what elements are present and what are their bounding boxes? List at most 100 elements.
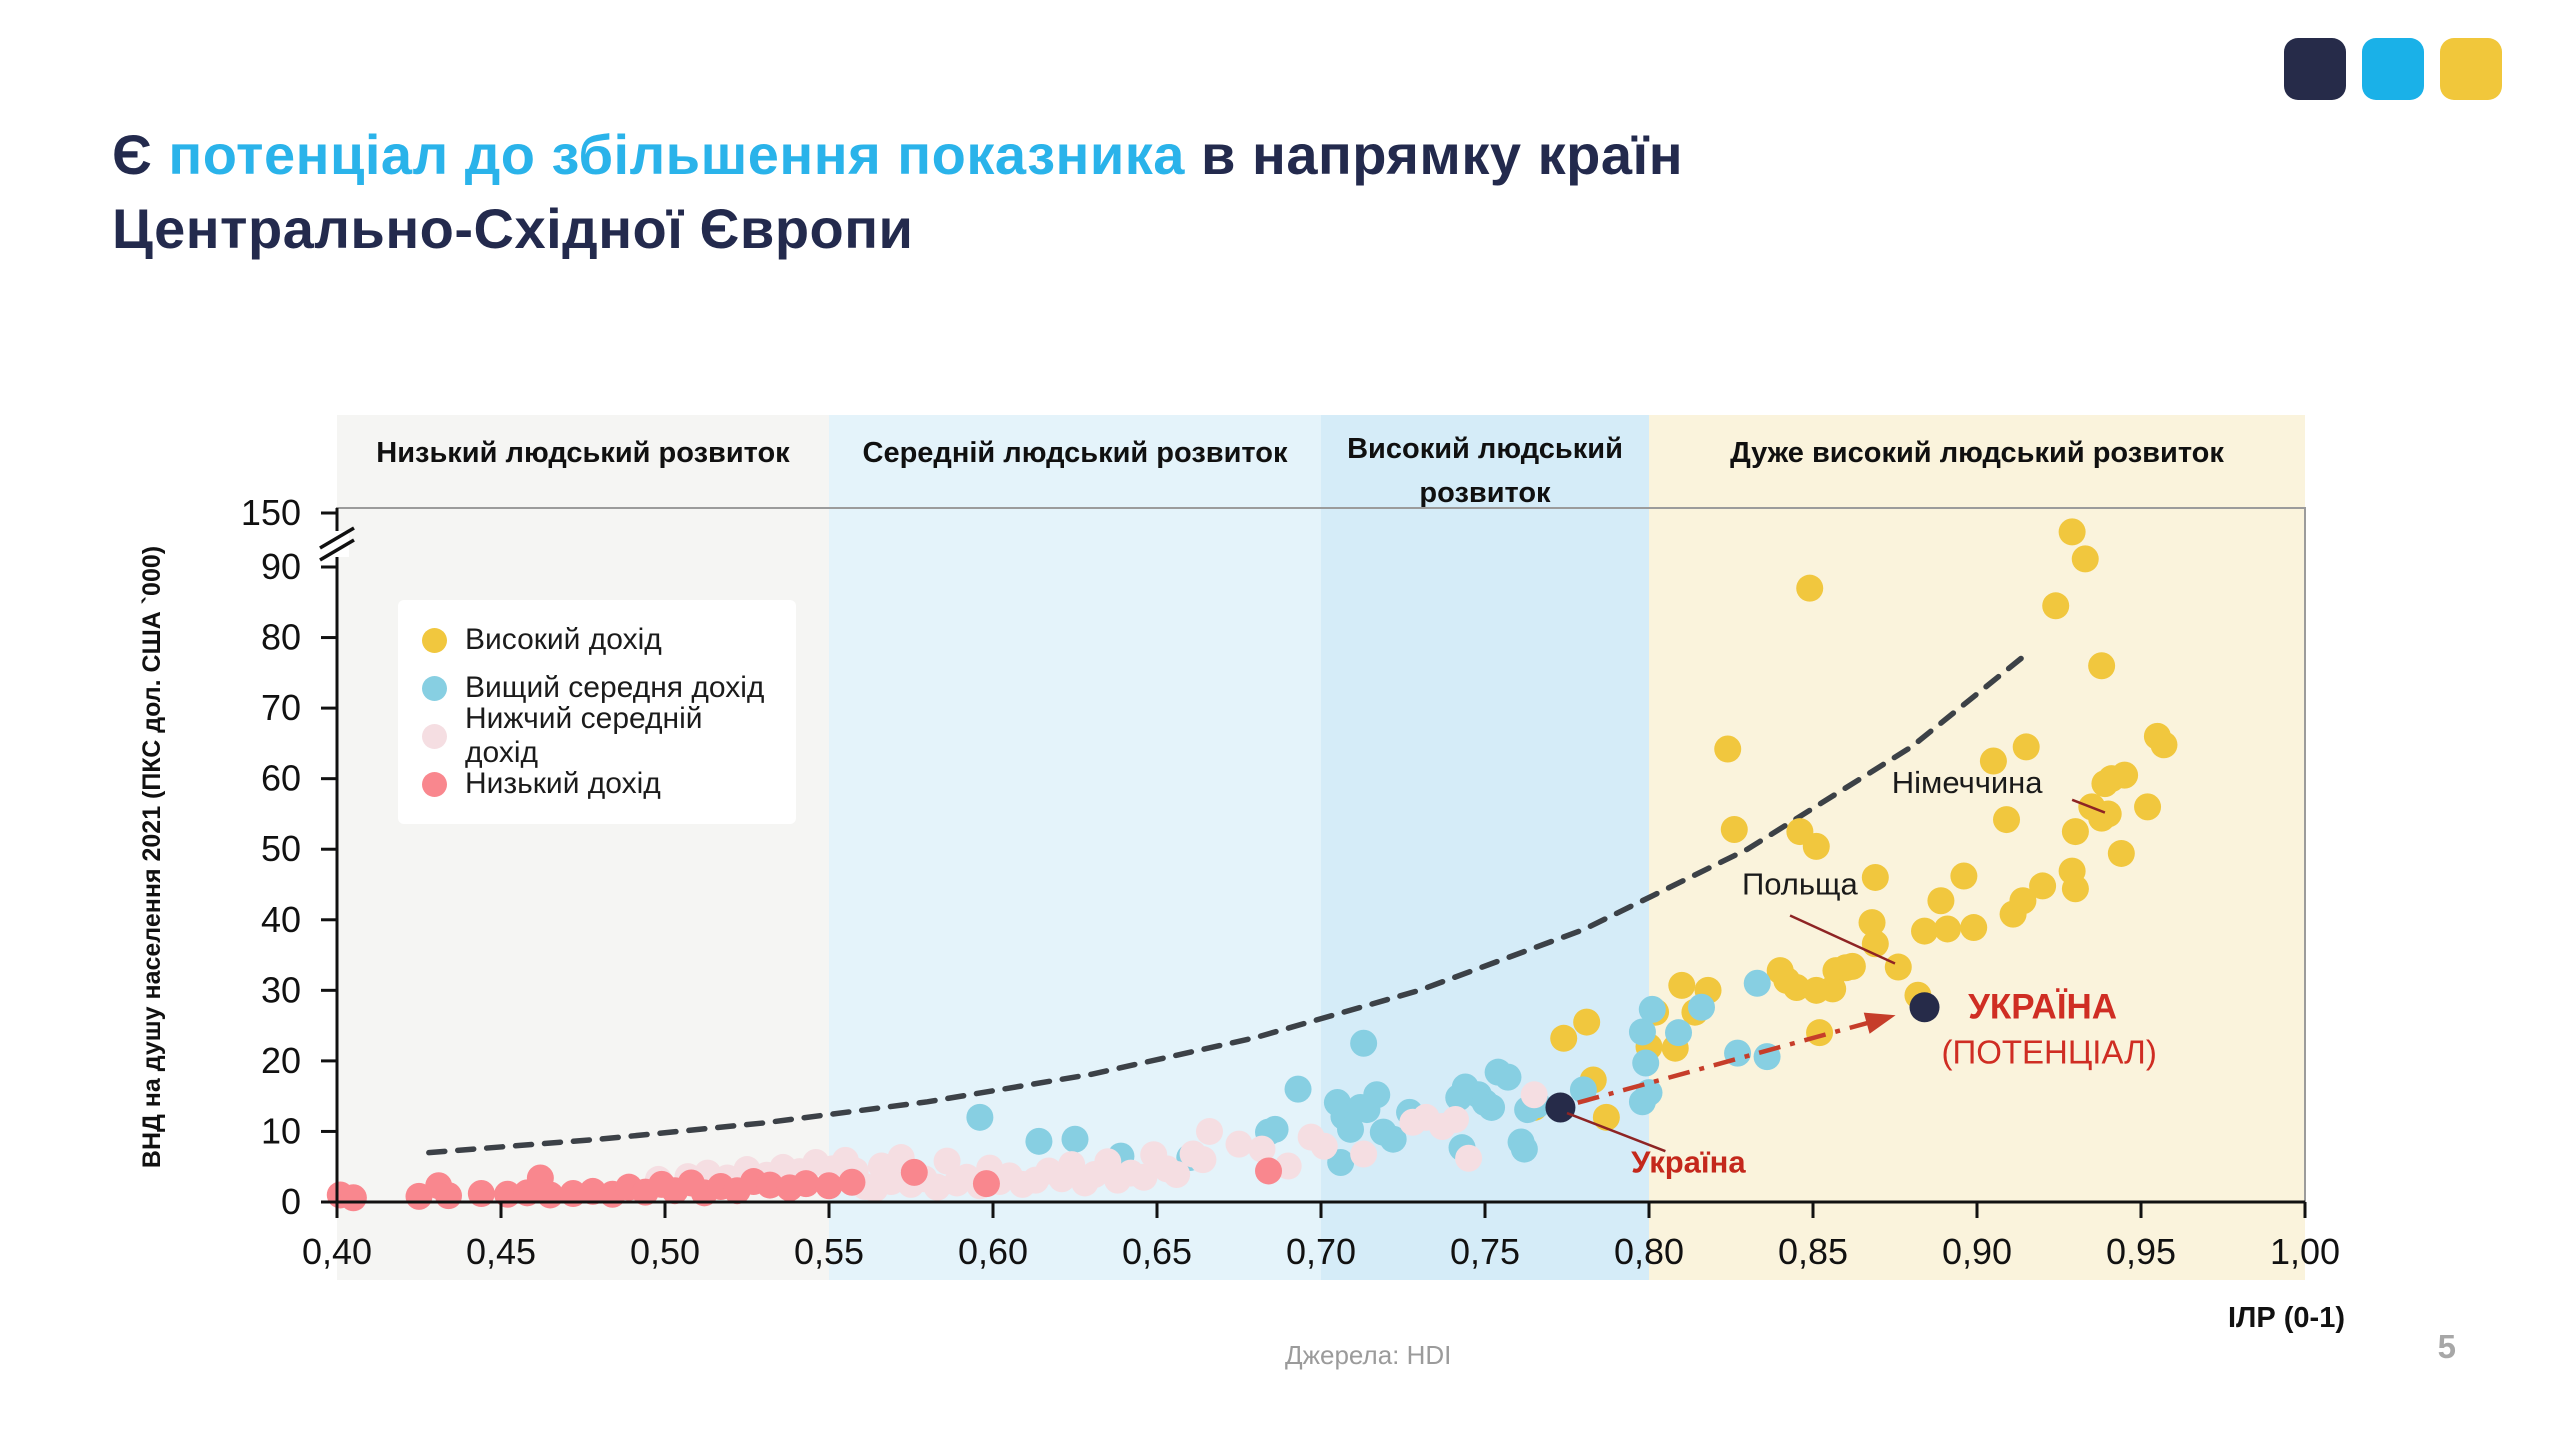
data-point xyxy=(579,1177,607,1205)
data-point xyxy=(1628,1018,1656,1046)
data-point xyxy=(1455,1144,1483,1172)
legend-dot-icon xyxy=(422,723,447,749)
data-point xyxy=(467,1180,495,1208)
y-tick-label: 70 xyxy=(261,687,301,728)
title-segment: в напрямку країн xyxy=(1184,123,1684,186)
data-point xyxy=(2094,800,2122,828)
data-point xyxy=(1714,735,1742,763)
data-point xyxy=(2107,839,2135,867)
zone-label: розвиток xyxy=(1419,477,1551,509)
x-tick-label: 0,75 xyxy=(1450,1231,1520,1272)
legend-item: Вищий середня дохід xyxy=(422,664,772,712)
data-point xyxy=(1363,1081,1391,1109)
data-point xyxy=(2134,793,2162,821)
source-note: Джерела: HDI xyxy=(1285,1340,1452,1370)
data-point xyxy=(972,1170,1000,1198)
trend-dashed-line xyxy=(426,648,2033,1156)
axis-break-icon xyxy=(319,526,355,550)
title-segment: Є xyxy=(112,123,169,186)
x-tick-label: 0,45 xyxy=(466,1231,536,1272)
data-point xyxy=(1350,1029,1378,1057)
data-point xyxy=(1635,1079,1663,1107)
data-point xyxy=(1350,1140,1378,1168)
data-point xyxy=(2071,545,2099,573)
annotation-label: Німеччина xyxy=(1892,765,2044,800)
data-point xyxy=(756,1171,784,1199)
data-point xyxy=(1061,1125,1089,1153)
x-tick-label: 0,50 xyxy=(630,1231,700,1272)
data-point xyxy=(1310,1132,1338,1160)
ukraine-potential-point xyxy=(1909,992,1940,1023)
zone-label: Низький людський розвиток xyxy=(376,437,790,469)
zone-band xyxy=(337,415,829,1280)
y-tick-label: 30 xyxy=(261,969,301,1010)
x-tick-label: 0,60 xyxy=(958,1231,1028,1272)
zone-label: Середній людський розвиток xyxy=(863,437,1288,469)
data-point xyxy=(1248,1135,1276,1163)
data-point xyxy=(1163,1160,1191,1188)
legend-item: Високий дохід xyxy=(422,616,772,664)
data-point xyxy=(1189,1146,1217,1174)
brand-square-navy xyxy=(2284,38,2346,100)
x-tick-label: 0,40 xyxy=(302,1231,372,1272)
legend-dot-icon xyxy=(422,675,447,701)
brand-square-yellow xyxy=(2440,38,2502,100)
data-point xyxy=(536,1181,564,1209)
data-point xyxy=(2061,818,2089,846)
y-tick-label: 0 xyxy=(281,1181,301,1222)
data-point xyxy=(1632,1049,1660,1077)
data-point xyxy=(2012,733,2040,761)
data-point xyxy=(1379,1125,1407,1153)
data-point xyxy=(1261,1115,1289,1143)
data-point xyxy=(2111,761,2139,789)
brand-square-blue xyxy=(2362,38,2424,100)
x-tick-label: 0,90 xyxy=(1942,1231,2012,1272)
data-point xyxy=(1225,1130,1253,1158)
data-point xyxy=(2088,652,2116,680)
data-point xyxy=(966,1103,994,1131)
data-point xyxy=(1195,1117,1223,1145)
page-title-line1: Є потенціал до збільшення показника в на… xyxy=(112,118,2452,192)
x-axis-title: ІЛР (0-1) xyxy=(2228,1302,2345,1334)
data-point xyxy=(1550,1024,1578,1052)
x-tick-label: 0,55 xyxy=(794,1231,864,1272)
zone-label: Високий людський xyxy=(1347,433,1623,465)
data-point xyxy=(1927,887,1955,915)
legend-label: Вищий середня дохід xyxy=(465,671,765,704)
data-point xyxy=(1806,1019,1834,1047)
data-point xyxy=(2042,592,2070,620)
data-point xyxy=(1743,969,1771,997)
data-point xyxy=(1687,993,1715,1021)
y-tick-label: 20 xyxy=(261,1040,301,1081)
ukraine-point xyxy=(1545,1092,1576,1123)
annotation-line xyxy=(1789,914,1896,965)
x-tick-label: 0,85 xyxy=(1778,1231,1848,1272)
x-tick-label: 0,70 xyxy=(1286,1231,1356,1272)
data-point xyxy=(1255,1157,1283,1185)
data-point xyxy=(339,1184,367,1212)
data-point xyxy=(1668,971,1696,999)
ukraine-callout-line xyxy=(1566,1111,1666,1153)
y-tick-label: 40 xyxy=(261,899,301,940)
data-point xyxy=(1783,974,1811,1002)
legend-dot-icon xyxy=(422,771,447,797)
y-axis-title: ВНД на душу населення 2021 (ПКС дол. США… xyxy=(138,546,166,1168)
legend-label: Високий дохід xyxy=(465,623,662,656)
data-point xyxy=(559,1180,587,1208)
potential-arrowhead xyxy=(1863,1012,1896,1034)
x-tick-label: 1,00 xyxy=(2270,1231,2340,1272)
title-segment: потенціал до збільшення показника xyxy=(168,123,1185,186)
zone-band xyxy=(1649,415,2305,1280)
y-tick-label: 50 xyxy=(261,828,301,869)
data-point xyxy=(1838,952,1866,980)
brand-logo xyxy=(2284,38,2502,100)
data-point xyxy=(1478,1093,1506,1121)
data-point xyxy=(1979,747,2007,775)
chart-legend: Високий дохід Вищий середня дохід Нижчий с… xyxy=(398,600,796,824)
data-point xyxy=(2029,872,2057,900)
data-point xyxy=(1720,815,1748,843)
ukraine-potential-sublabel: (ПОТЕНЦІАЛ) xyxy=(1941,1033,2156,1070)
data-point xyxy=(1861,863,1889,891)
data-point xyxy=(792,1170,820,1198)
